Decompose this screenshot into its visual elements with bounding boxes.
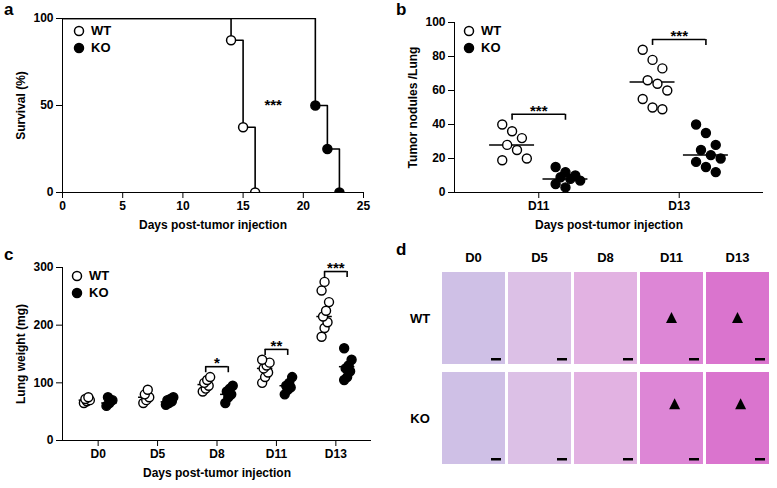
svg-text:*: * bbox=[214, 354, 220, 371]
svg-text:15: 15 bbox=[236, 199, 250, 213]
svg-text:0: 0 bbox=[59, 199, 66, 213]
svg-text:Survival (%): Survival (%) bbox=[14, 71, 28, 140]
html-text:KO: KO bbox=[481, 40, 501, 55]
svg-text:100: 100 bbox=[33, 376, 53, 390]
svg-text:Days post-tumor injection: Days post-tumor injection bbox=[139, 218, 287, 232]
svg-text:D0: D0 bbox=[90, 447, 106, 461]
svg-text:25: 25 bbox=[357, 199, 371, 213]
svg-text:D8: D8 bbox=[597, 250, 614, 265]
svg-text:Days post-tumor injection: Days post-tumor injection bbox=[535, 218, 683, 232]
svg-text:D13: D13 bbox=[325, 447, 347, 461]
svg-text:WT: WT bbox=[410, 311, 430, 326]
html-text:c: c bbox=[4, 245, 14, 264]
svg-text:***: *** bbox=[530, 102, 548, 119]
svg-text:D13: D13 bbox=[668, 199, 690, 213]
svg-text:KO: KO bbox=[410, 411, 430, 426]
svg-text:80: 80 bbox=[432, 49, 446, 63]
svg-text:0: 0 bbox=[47, 433, 54, 447]
svg-text:40: 40 bbox=[432, 117, 446, 131]
svg-text:Tumor nodules /Lung: Tumor nodules /Lung bbox=[406, 47, 420, 169]
html-text:a: a bbox=[4, 0, 14, 19]
svg-text:D0: D0 bbox=[465, 250, 482, 265]
svg-text:50: 50 bbox=[40, 98, 54, 112]
svg-text:5: 5 bbox=[119, 199, 126, 213]
svg-text:0: 0 bbox=[439, 185, 446, 199]
svg-text:***: *** bbox=[327, 259, 345, 276]
svg-text:***: *** bbox=[264, 96, 282, 113]
svg-text:**: ** bbox=[271, 337, 283, 354]
html-text:b: b bbox=[396, 0, 407, 19]
svg-text:D11: D11 bbox=[528, 199, 550, 213]
html-text:WT: WT bbox=[91, 23, 112, 38]
svg-text:20: 20 bbox=[297, 199, 311, 213]
svg-text:300: 300 bbox=[33, 260, 53, 274]
svg-text:***: *** bbox=[670, 27, 688, 44]
html-text:d: d bbox=[396, 240, 407, 259]
svg-text:D11: D11 bbox=[266, 447, 288, 461]
html-text:KO: KO bbox=[89, 285, 109, 300]
svg-text:Days post-tumor injection: Days post-tumor injection bbox=[143, 466, 291, 480]
html-text:WT: WT bbox=[89, 268, 110, 283]
html-text:KO: KO bbox=[91, 40, 111, 55]
svg-text:D13: D13 bbox=[726, 250, 750, 265]
html-text:WT: WT bbox=[481, 23, 502, 38]
svg-text:60: 60 bbox=[432, 83, 446, 97]
svg-text:D11: D11 bbox=[660, 250, 683, 265]
svg-text:10: 10 bbox=[176, 199, 190, 213]
svg-text:D8: D8 bbox=[209, 447, 225, 461]
svg-text:D5: D5 bbox=[531, 250, 548, 265]
svg-text:Lung weight (mg): Lung weight (mg) bbox=[14, 304, 28, 404]
svg-text:200: 200 bbox=[33, 318, 53, 332]
svg-text:D5: D5 bbox=[150, 447, 166, 461]
svg-text:0: 0 bbox=[47, 185, 54, 199]
svg-text:20: 20 bbox=[432, 151, 446, 165]
svg-text:100: 100 bbox=[33, 11, 53, 25]
svg-text:100: 100 bbox=[425, 15, 445, 29]
